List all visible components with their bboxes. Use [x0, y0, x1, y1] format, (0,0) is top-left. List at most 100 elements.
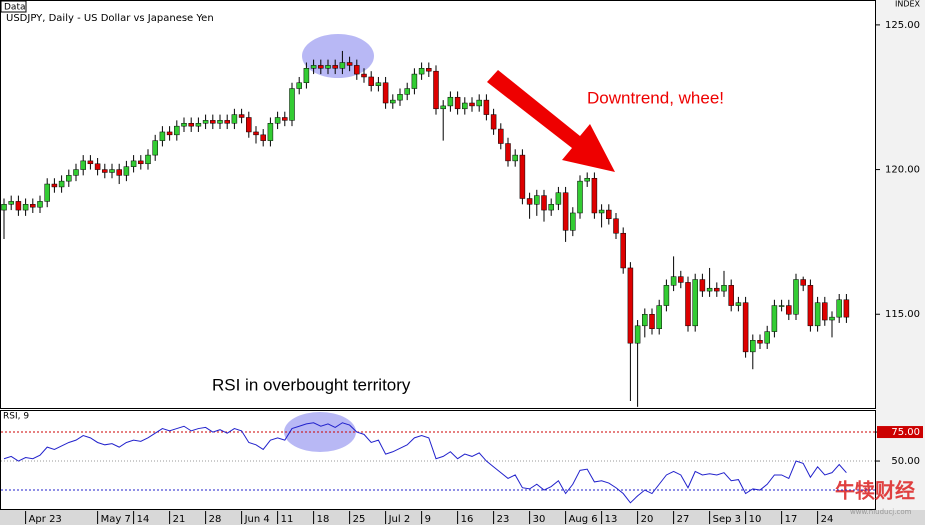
candle-body [606, 209, 612, 220]
x-tick-label: 16 [461, 514, 474, 525]
y-tick-label: 125.00 [885, 20, 920, 31]
candle-body [274, 117, 281, 124]
candle-body [750, 340, 756, 353]
x-tick-label: Jun 4 [244, 514, 270, 525]
candle-body [735, 302, 742, 306]
candle-body [94, 163, 101, 170]
candle-body [296, 82, 302, 89]
candle-body [411, 73, 418, 89]
candle-body [490, 114, 497, 130]
candle-body [166, 131, 173, 136]
candle-body [30, 204, 36, 208]
candle-body [44, 183, 50, 202]
x-tick-label: Sep 3 [713, 514, 741, 525]
candle-body [397, 94, 403, 101]
candle-body [512, 154, 518, 162]
source-label: Data [4, 3, 26, 13]
candle-body [325, 65, 331, 69]
candle-body [620, 232, 626, 269]
candle-body [591, 177, 598, 214]
candle-body [73, 169, 79, 176]
candle-body [174, 125, 180, 136]
candle-body [246, 117, 252, 133]
x-tick-label: 20 [641, 514, 654, 525]
candle-body [483, 99, 490, 115]
x-tick-label: Jul 2 [388, 514, 411, 525]
candle-body [829, 316, 835, 321]
rsi-frame [0, 410, 876, 510]
candle-body [58, 180, 65, 188]
x-tick-label: 30 [533, 514, 546, 525]
candle-body [778, 305, 785, 307]
candle-body [346, 62, 353, 66]
x-tick-label: 27 [677, 514, 690, 525]
price-frame [0, 0, 876, 409]
candle-body [656, 305, 662, 329]
candle-body [51, 183, 58, 188]
watermark: 牛犊财经 [835, 479, 915, 503]
candle-body [368, 76, 374, 86]
candle-body [188, 123, 194, 127]
candle-body [195, 123, 202, 127]
x-tick-label: Aug 6 [569, 514, 598, 525]
candle-body [670, 276, 677, 286]
candle-body [102, 169, 108, 173]
candle-body [555, 192, 562, 205]
x-tick-label: 17 [785, 514, 798, 525]
candle-body [807, 285, 814, 327]
highlight-ellipse [284, 412, 356, 452]
rsi-title: RSI, 9 [3, 412, 29, 422]
candle-body [318, 65, 324, 69]
tick-label-bg [877, 426, 923, 439]
candle-body [109, 169, 115, 173]
candle-body [332, 65, 338, 69]
candle-body [238, 114, 245, 118]
x-tick-label: 10 [749, 514, 762, 525]
candle-body [375, 82, 382, 86]
source-box [0, 0, 27, 13]
candle-body [534, 195, 540, 205]
candle-body [634, 325, 641, 344]
x-tick-label: 28 [209, 514, 222, 525]
candle-body [138, 160, 144, 165]
candle-body [843, 299, 850, 318]
candle-body [159, 131, 166, 141]
watermark-url: www.niuducj.com [850, 508, 912, 516]
candle-body [764, 331, 770, 344]
candle-body [541, 195, 547, 211]
x-tick-label: 9 [425, 514, 431, 525]
candle-body [130, 160, 137, 167]
candle-body [231, 114, 238, 124]
candle-body [714, 287, 720, 292]
candle-body [462, 102, 468, 110]
y-tick-label: 120.00 [885, 165, 920, 176]
y-tick-label: 50.00 [891, 456, 920, 467]
candle-body [310, 65, 317, 69]
candle-body [390, 99, 396, 104]
candle-body [116, 169, 122, 176]
candle-body [15, 201, 22, 211]
candle-body [87, 160, 94, 165]
x-tick-label: 13 [605, 514, 618, 525]
annotation: Downtrend, whee! [587, 88, 724, 107]
candle-body [836, 299, 842, 318]
candle-body [22, 204, 29, 211]
x-tick-label: Apr 23 [29, 514, 62, 525]
candle-body [289, 88, 295, 121]
x-tick-label: 21 [173, 514, 186, 525]
candle-body [627, 267, 634, 344]
candle-body [598, 209, 605, 214]
candle-body [685, 282, 691, 327]
annotation: RSI in overbought territory [212, 375, 411, 394]
candle-body [433, 70, 439, 110]
candle-body [123, 166, 130, 176]
x-tick-label: 11 [281, 514, 294, 525]
candle-body [354, 65, 360, 75]
candle-body [721, 285, 727, 292]
candle-body [145, 154, 151, 165]
candle-body [742, 302, 749, 353]
x-tick-label: 24 [821, 514, 834, 525]
candle-body [814, 302, 821, 327]
candle-body [303, 68, 310, 84]
